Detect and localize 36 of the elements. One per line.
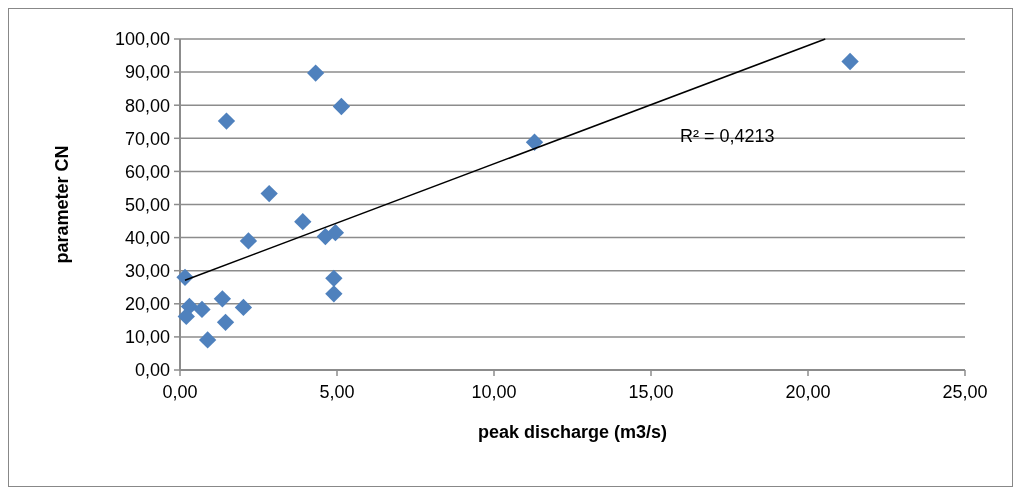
point xyxy=(234,298,253,317)
y-tick-label: 90,00 xyxy=(124,62,170,83)
y-axis-title: parameter CN xyxy=(52,145,72,264)
x-axis-title: peak discharge (m3/s) xyxy=(477,422,668,442)
y-tick-label: 70,00 xyxy=(124,128,170,149)
point xyxy=(239,232,258,250)
point xyxy=(525,133,544,151)
x-tick-label: 15,00 xyxy=(628,382,674,402)
point xyxy=(260,184,278,203)
point xyxy=(213,290,232,308)
x-tick-label: 5,00 xyxy=(319,382,355,402)
x-tick-label: 0,00 xyxy=(162,382,198,402)
y-tick-label: 100,00 xyxy=(114,29,170,50)
y-tick-label: 40,00 xyxy=(124,227,170,248)
point xyxy=(841,52,859,71)
annotation: R² = 0,4213 xyxy=(680,126,775,147)
y-tick-label: 30,00 xyxy=(124,261,170,281)
point xyxy=(198,331,217,349)
point xyxy=(306,64,325,82)
point xyxy=(217,112,236,130)
x-tick-label: 10,00 xyxy=(471,382,517,402)
y-tick-label: 80,00 xyxy=(124,95,170,116)
y-tick-label: 10,00 xyxy=(124,327,170,348)
point xyxy=(325,285,343,303)
point xyxy=(332,97,351,116)
x-tick-label: 20,00 xyxy=(785,382,831,402)
y-tick-label: 50,00 xyxy=(124,194,170,215)
y-tick-label: 60,00 xyxy=(124,161,170,182)
point xyxy=(216,313,235,331)
y-tick-label: 20,00 xyxy=(124,294,170,315)
x-tick-label: 25,00 xyxy=(942,382,988,402)
point xyxy=(325,269,343,287)
point xyxy=(193,300,211,319)
point xyxy=(294,213,312,231)
point xyxy=(326,223,345,242)
y-tick-label: 0,00 xyxy=(134,360,170,381)
